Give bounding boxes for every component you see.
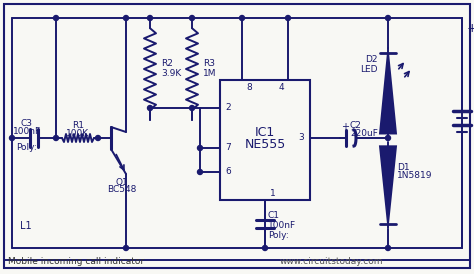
Circle shape (190, 105, 194, 110)
Text: 100nF: 100nF (268, 221, 296, 230)
Text: Poly:: Poly: (268, 232, 289, 241)
Text: 1: 1 (270, 189, 276, 198)
Circle shape (147, 16, 153, 21)
Circle shape (95, 136, 100, 141)
Circle shape (54, 136, 58, 141)
Text: 100K: 100K (66, 129, 90, 138)
Text: 8: 8 (246, 84, 252, 93)
Circle shape (54, 16, 58, 21)
Text: 220uF: 220uF (350, 129, 378, 138)
Text: 1M: 1M (203, 68, 217, 78)
Circle shape (198, 170, 202, 175)
Circle shape (385, 136, 391, 141)
Text: 2: 2 (225, 104, 231, 113)
Circle shape (385, 16, 391, 21)
Text: L1: L1 (20, 221, 32, 231)
Text: 6: 6 (225, 167, 231, 176)
Circle shape (9, 136, 15, 141)
Circle shape (285, 16, 291, 21)
Text: 7: 7 (225, 144, 231, 153)
Text: +: + (467, 21, 474, 35)
Text: 100nF: 100nF (13, 127, 41, 136)
Text: C2: C2 (350, 121, 362, 130)
Text: C3: C3 (21, 119, 33, 129)
Circle shape (124, 16, 128, 21)
Text: LED: LED (361, 64, 378, 73)
Text: Mobile incoming call indicator: Mobile incoming call indicator (8, 258, 144, 267)
Text: 3.9K: 3.9K (161, 68, 181, 78)
Text: C1: C1 (268, 212, 280, 221)
Text: +: + (341, 122, 349, 132)
Text: D1: D1 (397, 162, 410, 172)
Text: BC548: BC548 (107, 185, 137, 195)
Text: Poly:: Poly: (17, 144, 37, 153)
Text: IC1: IC1 (255, 125, 275, 138)
Circle shape (198, 145, 202, 150)
Text: R3: R3 (203, 59, 215, 68)
Circle shape (385, 246, 391, 250)
Text: R2: R2 (161, 59, 173, 68)
Text: NE555: NE555 (245, 138, 286, 152)
Text: 3: 3 (298, 133, 304, 142)
Circle shape (147, 105, 153, 110)
Text: D2: D2 (365, 56, 378, 64)
Circle shape (263, 246, 267, 250)
Bar (220, 80, 310, 200)
Circle shape (190, 16, 194, 21)
Circle shape (124, 246, 128, 250)
Polygon shape (380, 146, 396, 224)
Polygon shape (380, 53, 396, 133)
Text: 1N5819: 1N5819 (397, 172, 432, 181)
Text: Q1: Q1 (116, 178, 128, 187)
Text: www.circuitstoday.com: www.circuitstoday.com (280, 258, 383, 267)
Text: R1: R1 (72, 121, 84, 130)
Text: 4: 4 (278, 84, 284, 93)
Circle shape (239, 16, 245, 21)
